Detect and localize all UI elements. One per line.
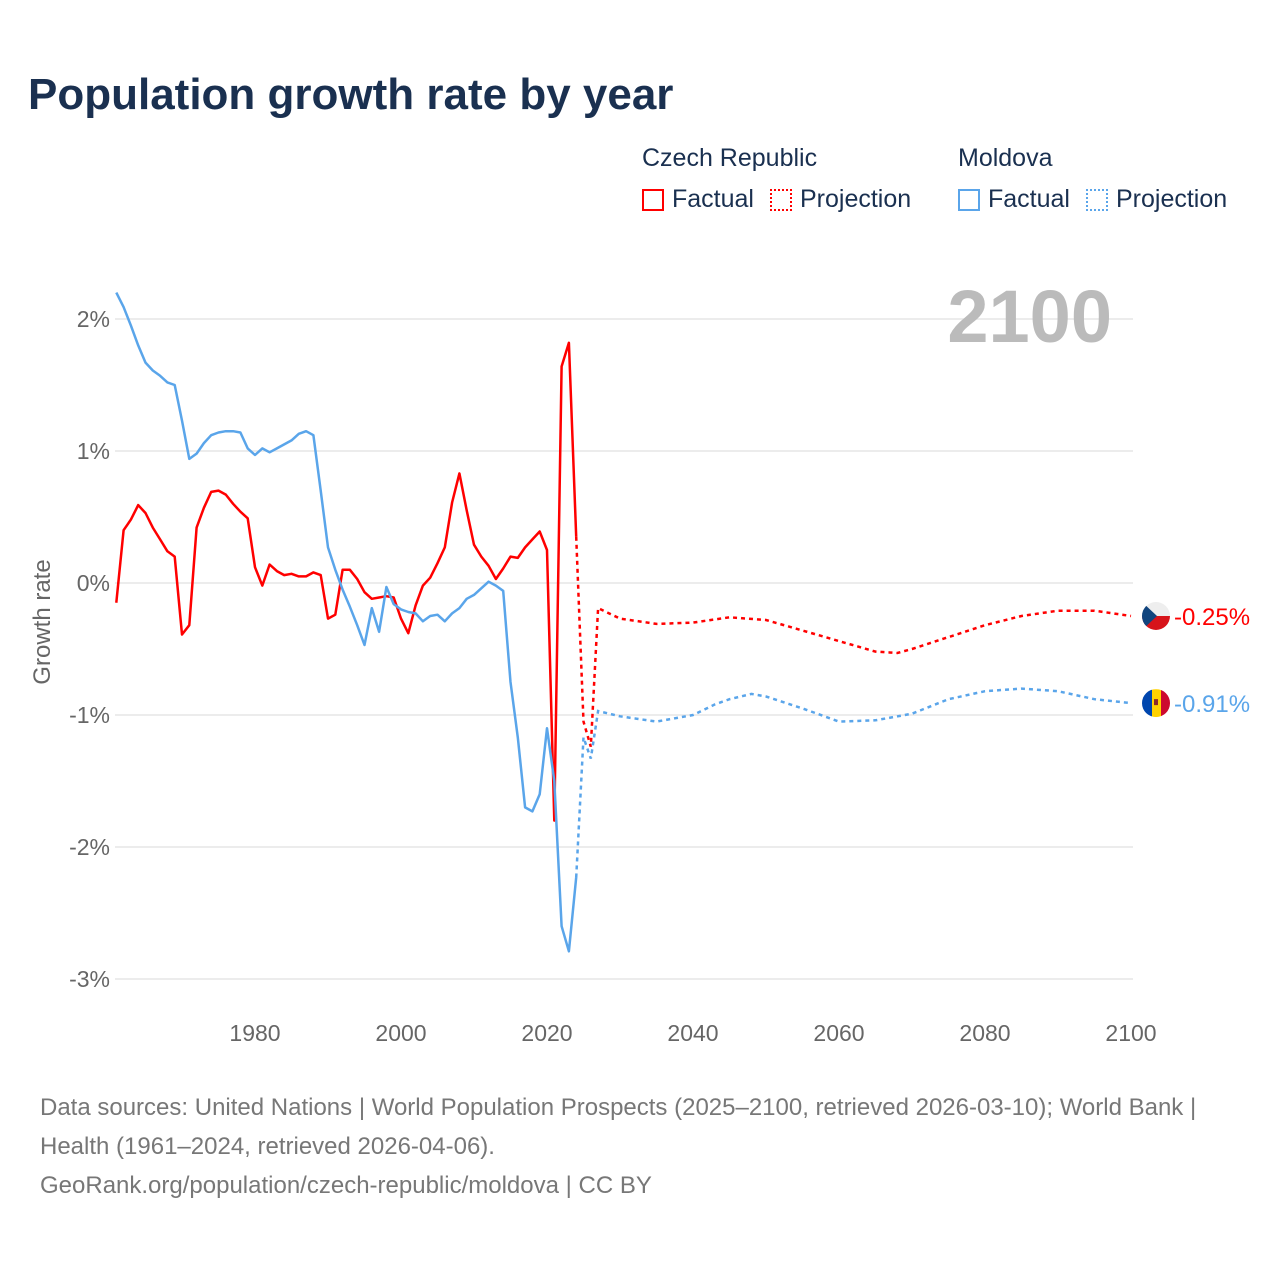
moldova-flag-icon <box>1142 689 1170 718</box>
x-tick-label: 2080 <box>959 1020 1010 1046</box>
x-tick-label: 2000 <box>375 1020 426 1046</box>
legend-item-projection[interactable]: Projection <box>769 185 912 214</box>
x-tick-label: 2100 <box>1105 1020 1156 1046</box>
dotted-swatch-icon <box>1085 188 1108 211</box>
dotted-swatch-icon <box>769 188 792 211</box>
legend-item-projection[interactable]: Projection <box>1085 185 1228 214</box>
y-tick-label: 0% <box>77 570 110 596</box>
data-sources: Data sources: United Nations | World Pop… <box>40 1094 1197 1160</box>
legend-item-factual[interactable]: Factual <box>958 185 1070 214</box>
x-tick-label: 2020 <box>521 1020 572 1046</box>
end-value-label: -0.91% <box>1174 691 1250 718</box>
end-value-label: -0.25% <box>1174 604 1250 631</box>
x-tick-label: 1980 <box>229 1020 280 1046</box>
solid-swatch-icon <box>958 188 980 211</box>
legend-label: Factual <box>988 185 1070 213</box>
x-tick-label: 2040 <box>667 1020 718 1046</box>
legend-label: Factual <box>672 185 754 213</box>
source-link[interactable]: GeoRank.org/population/czech-republic/mo… <box>40 1172 652 1199</box>
legend-czech-republic: Czech Republic Factual Projection <box>642 144 927 214</box>
series-line-factual-1 <box>115 292 578 953</box>
y-tick-label: -3% <box>69 966 110 992</box>
legend-country-label: Czech Republic <box>642 144 818 172</box>
legend-item-factual[interactable]: Factual <box>642 185 754 214</box>
solid-swatch-icon <box>642 188 664 211</box>
czech-flag-icon <box>1142 602 1170 630</box>
legend-country-label: Moldova <box>958 144 1053 172</box>
y-axis-label: Growth rate <box>29 559 56 684</box>
year-indicator: 2100 <box>947 275 1112 358</box>
legend-label: Projection <box>799 185 912 213</box>
series-line-projection-1 <box>574 687 1132 878</box>
footer: Data sources: United Nations | World Pop… <box>40 1088 1240 1205</box>
legend-moldova: Moldova Factual Projection <box>958 144 1243 214</box>
y-tick-label: 1% <box>77 438 110 464</box>
y-tick-label: -2% <box>69 834 110 860</box>
series-line-projection-0 <box>574 536 1132 748</box>
y-tick-label: 2% <box>77 306 110 332</box>
chart-title: Population growth rate by year <box>28 70 674 119</box>
y-tick-label: -1% <box>69 702 110 728</box>
x-tick-label: 2060 <box>813 1020 864 1046</box>
legend-label: Projection <box>1115 185 1228 213</box>
series-line-factual-0 <box>115 341 578 822</box>
